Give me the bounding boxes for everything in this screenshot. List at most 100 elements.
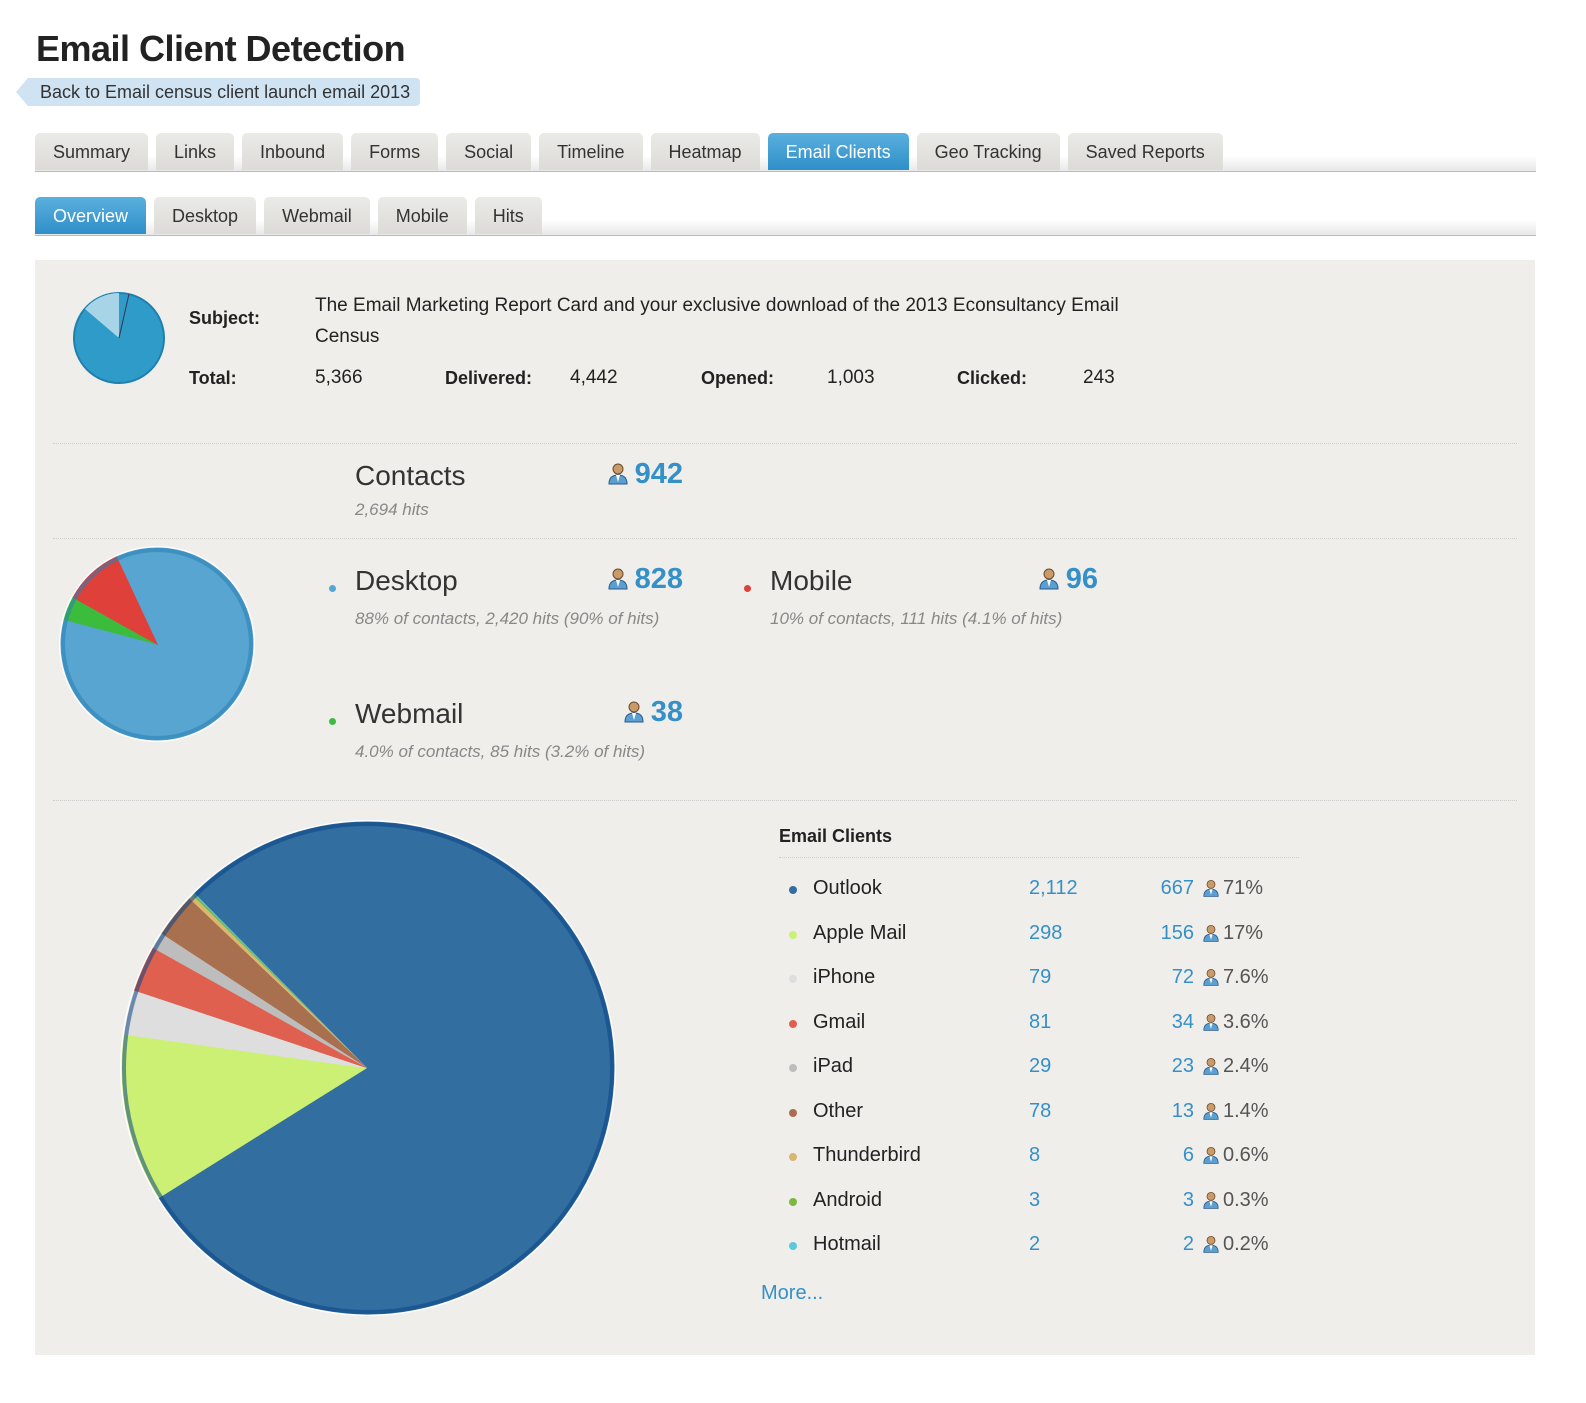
client-name[interactable]: Android <box>813 1188 882 1211</box>
legend-dot-icon <box>789 1242 797 1250</box>
client-name[interactable]: Other <box>813 1099 864 1122</box>
email-summary-pie <box>73 292 165 384</box>
delivered-label: Delivered: <box>445 368 533 388</box>
subject-label: Subject: <box>189 308 261 328</box>
client-name[interactable]: iPhone <box>813 966 876 988</box>
client-percent: 71% <box>1223 877 1264 899</box>
platform-mobile-label[interactable]: Mobile <box>770 565 853 596</box>
more-link[interactable]: More... <box>761 1282 824 1304</box>
legend-dot-icon <box>789 975 797 983</box>
clients-heading: Email Clients <box>779 826 1299 858</box>
client-row-outlook[interactable]: Outlook 2,112 667 71% <box>779 875 1319 905</box>
client-contacts[interactable]: 13 <box>1171 1099 1194 1122</box>
person-icon <box>1199 964 1223 994</box>
clicked-value: 243 <box>1083 367 1115 388</box>
legend-dot-mobile <box>744 585 751 592</box>
client-row-android[interactable]: Android 3 3 0.3% <box>779 1187 1319 1217</box>
client-hits[interactable]: 2,112 <box>1029 877 1078 899</box>
subtab-desktop[interactable]: Desktop <box>154 197 257 234</box>
client-row-hotmail[interactable]: Hotmail 2 2 0.2% <box>779 1231 1319 1261</box>
client-contacts[interactable]: 2 <box>1182 1233 1194 1255</box>
page-title: Email Client Detection <box>36 28 406 69</box>
client-contacts[interactable]: 34 <box>1171 1010 1194 1033</box>
client-percent: 3.6% <box>1223 1010 1269 1033</box>
email-clients-pie-chart <box>120 820 616 1316</box>
client-contacts[interactable]: 667 <box>1160 877 1194 899</box>
main-tabs: Summary Links Inbound Forms Social Timeline He… <box>35 133 1536 172</box>
legend-dot-icon <box>789 1108 797 1117</box>
client-hits[interactable]: 3 <box>1029 1188 1041 1211</box>
client-contacts[interactable]: 23 <box>1171 1055 1194 1077</box>
person-icon <box>1199 920 1223 950</box>
client-row-gmail[interactable]: Gmail 81 34 3.6% <box>779 1009 1319 1039</box>
tab-social[interactable]: Social <box>446 133 532 170</box>
tab-timeline[interactable]: Timeline <box>539 133 643 170</box>
back-link[interactable]: Back to Email census client launch email… <box>15 78 421 106</box>
person-icon <box>1199 1053 1223 1083</box>
client-name[interactable]: iPad <box>813 1055 854 1077</box>
tab-geo-tracking[interactable]: Geo Tracking <box>916 133 1060 170</box>
client-hits[interactable]: 81 <box>1029 1010 1052 1033</box>
person-icon <box>1037 566 1061 590</box>
platform-desktop-count: 828 <box>606 563 683 596</box>
client-row-apple-mail[interactable]: Apple Mail 298 156 17% <box>779 920 1319 950</box>
client-percent: 1.4% <box>1223 1099 1269 1122</box>
platform-desktop-label[interactable]: Desktop <box>355 565 458 596</box>
client-name[interactable]: Thunderbird <box>813 1144 921 1166</box>
subtab-webmail[interactable]: Webmail <box>264 197 370 234</box>
subtab-mobile[interactable]: Mobile <box>377 197 467 234</box>
platform-mobile-count: 96 <box>1037 563 1098 596</box>
divider <box>53 538 1517 539</box>
client-hits[interactable]: 2 <box>1029 1233 1041 1255</box>
total-label: Total: <box>189 368 237 388</box>
client-percent: 0.6% <box>1223 1144 1269 1166</box>
subject-text: The Email Marketing Report Card and your… <box>315 295 1119 347</box>
client-hits[interactable]: 78 <box>1029 1099 1052 1122</box>
tab-email-clients[interactable]: Email Clients <box>767 133 909 170</box>
legend-dot-icon <box>789 1019 797 1028</box>
opened-value: 1,003 <box>827 367 875 388</box>
client-hits[interactable]: 79 <box>1029 966 1052 988</box>
client-row-ipad[interactable]: iPad 29 23 2.4% <box>779 1053 1319 1083</box>
platform-webmail-label[interactable]: Webmail <box>355 698 464 729</box>
report-panel: Subject: The Email Marketing Report Card… <box>35 260 1535 1355</box>
client-name[interactable]: Gmail <box>813 1010 866 1033</box>
tab-links[interactable]: Links <box>156 133 235 170</box>
tab-summary[interactable]: Summary <box>35 133 149 170</box>
legend-dot-webmail <box>329 718 336 725</box>
tab-heatmap[interactable]: Heatmap <box>650 133 760 170</box>
person-icon <box>1199 875 1223 905</box>
tab-inbound[interactable]: Inbound <box>242 133 344 170</box>
delivered-value: 4,442 <box>570 367 618 388</box>
platform-webmail-desc: 4.0% of contacts, 85 hits (3.2% of hits) <box>355 742 646 761</box>
client-percent: 2.4% <box>1223 1055 1269 1077</box>
subtab-hits[interactable]: Hits <box>474 197 542 234</box>
sub-tabs: Overview Desktop Webmail Mobile Hits <box>35 197 1536 236</box>
client-row-thunderbird[interactable]: Thunderbird 8 6 0.6% <box>779 1142 1319 1172</box>
tab-forms[interactable]: Forms <box>351 133 439 170</box>
clients-table: Outlook 2,112 667 71% Apple Mail 298 156… <box>779 875 1319 1295</box>
legend-dot-icon <box>789 1064 797 1072</box>
client-name[interactable]: Hotmail <box>813 1233 881 1255</box>
client-percent: 7.6% <box>1223 966 1269 988</box>
client-contacts[interactable]: 3 <box>1182 1188 1194 1211</box>
client-hits[interactable]: 298 <box>1029 921 1063 944</box>
total-value: 5,366 <box>315 367 363 388</box>
subtab-overview[interactable]: Overview <box>35 197 147 234</box>
person-icon <box>606 566 630 590</box>
client-name[interactable]: Outlook <box>813 877 882 899</box>
tab-saved-reports[interactable]: Saved Reports <box>1067 133 1223 170</box>
contacts-count: 942 <box>606 458 683 491</box>
client-contacts[interactable]: 72 <box>1171 966 1194 988</box>
client-hits[interactable]: 8 <box>1029 1144 1041 1166</box>
client-contacts[interactable]: 6 <box>1182 1144 1194 1166</box>
contacts-hits: 2,694 hits <box>355 500 429 519</box>
client-hits[interactable]: 29 <box>1029 1055 1052 1077</box>
client-row-iphone[interactable]: iPhone 79 72 7.6% <box>779 964 1319 994</box>
platform-webmail-count: 38 <box>622 696 683 729</box>
pie-slice-opened <box>85 293 119 338</box>
client-row-other[interactable]: Other 78 13 1.4% <box>779 1098 1319 1128</box>
client-name[interactable]: Apple Mail <box>813 921 907 944</box>
client-contacts[interactable]: 156 <box>1160 921 1194 944</box>
divider <box>53 443 1517 444</box>
